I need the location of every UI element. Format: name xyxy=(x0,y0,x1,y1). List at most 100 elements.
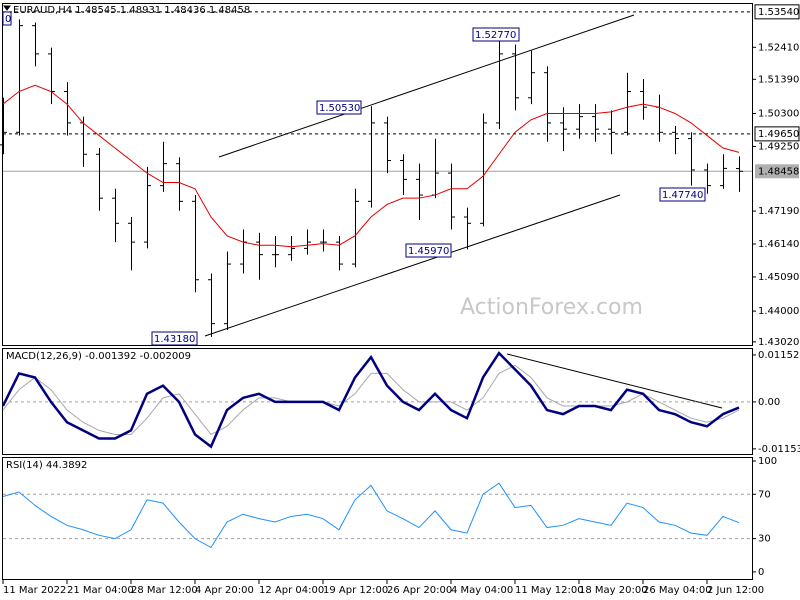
y-tick-label: 1.43020 xyxy=(758,337,799,348)
annotation: 1.43180 xyxy=(154,334,195,345)
annotation: 1.52770 xyxy=(475,30,516,41)
ohlc-bar xyxy=(400,154,407,196)
annotation: 0 xyxy=(5,14,11,25)
indicator-line xyxy=(2,482,740,549)
ohlc-bar xyxy=(736,156,743,192)
frame xyxy=(2,3,753,580)
y-tick-label: -0.011537 xyxy=(758,444,800,455)
y-tick-label: 1.44000 xyxy=(758,306,799,317)
x-tick-label: 26 Apr 20:00 xyxy=(387,585,452,596)
annotation: 1.45970 xyxy=(408,246,449,257)
y-tick-label: 0.00 xyxy=(758,397,780,408)
price-title: EURAUD,H4 1.48545 1.48931 1.48436 1.4845… xyxy=(13,5,250,16)
moving-average xyxy=(2,84,740,248)
ohlc-bar xyxy=(192,195,199,293)
ohlc-bar xyxy=(384,116,391,174)
ohlc-bar xyxy=(512,44,519,111)
y-tick-label: 0 xyxy=(758,567,764,578)
ohlc-bar xyxy=(160,141,167,192)
ohlc-bar xyxy=(208,273,215,337)
ohlc-bar xyxy=(704,163,711,194)
level-label-box xyxy=(754,4,800,20)
ohlc-bar xyxy=(336,235,343,271)
ohlc-bar xyxy=(112,188,119,243)
ohlc-bar xyxy=(368,106,375,208)
ohlc-bar xyxy=(288,235,295,261)
y-tick-label: 1.50300 xyxy=(758,108,799,119)
y-tick-label: 100 xyxy=(758,456,777,467)
ohlc-bar xyxy=(0,97,7,155)
channel-upper xyxy=(218,14,635,158)
x-tick-label: 12 Apr 04:00 xyxy=(259,585,324,596)
plot: 1.52410 1.51390 1.50300 1.49250 1.47190 1.461… xyxy=(0,4,800,596)
rsi-title: RSI(14) 44.3892 xyxy=(6,460,87,471)
annotation: 1.50530 xyxy=(319,103,360,114)
ohlc-bar xyxy=(496,35,503,130)
x-tick-label: 19 Apr 12:00 xyxy=(323,585,388,596)
y-tick-label: 30 xyxy=(758,534,771,545)
annotation-box xyxy=(151,331,198,346)
x-tick-label: 11 May 12:00 xyxy=(515,585,584,596)
x-tick-label: 26 May 04:00 xyxy=(643,585,712,596)
x-tick-label: 4 Apr 20:00 xyxy=(195,585,254,596)
ohlc-bar xyxy=(256,232,263,280)
macd-trendline xyxy=(506,353,723,409)
ohlc-bar xyxy=(96,147,103,211)
ohlc-bar xyxy=(304,229,311,255)
ohlc-bar xyxy=(416,163,423,221)
x-tick-label: 11 Mar 2022 xyxy=(3,585,66,596)
y-tick-label: 1.49250 xyxy=(758,141,799,152)
y-tick-label: 1.52410 xyxy=(758,42,799,53)
annotation-box xyxy=(472,27,520,42)
ohlc-bar xyxy=(448,163,455,230)
macd-title: MACD(12,26,9) -0.001392 -0.002009 xyxy=(6,351,191,362)
ohlc-bar xyxy=(576,104,583,139)
y-tick-label: 70 xyxy=(758,489,771,500)
annotation-box xyxy=(405,243,452,258)
y-tick-label: 1.45090 xyxy=(758,272,799,283)
ohlc-bar xyxy=(48,47,55,105)
indicator-line xyxy=(1,351,740,449)
watermark: ActionForex.com xyxy=(460,295,643,320)
ohlc-bar xyxy=(480,113,487,227)
current-price-box xyxy=(755,164,799,179)
ohlc-bar xyxy=(128,217,135,271)
level-label: 1.49650 xyxy=(758,129,799,140)
x-tick-label: 28 Mar 12:00 xyxy=(131,585,198,596)
annotation: 1.47740 xyxy=(662,190,703,201)
ohlc-bar xyxy=(592,104,599,142)
ohlc-bar xyxy=(64,82,71,136)
ohlc-bar xyxy=(144,166,151,249)
y-tick-label: 0.011524 xyxy=(758,350,800,361)
annotation-box xyxy=(2,11,12,26)
ohlc-bar xyxy=(544,66,551,142)
y-tick-label: 1.47190 xyxy=(758,206,799,217)
x-tick-label: 18 May 20:00 xyxy=(579,585,648,596)
ohlc-bar xyxy=(224,251,231,330)
ohlc-bar xyxy=(688,132,695,186)
price-panel-border xyxy=(2,3,753,346)
y-tick-label: 1.51390 xyxy=(758,74,799,85)
rsi-panel-border xyxy=(2,457,753,580)
ohlc-bar xyxy=(272,235,279,268)
ohlc-bar xyxy=(176,157,183,211)
ohlc-bar xyxy=(320,229,327,252)
current-price-label: 1.48458 xyxy=(758,166,799,177)
ohlc-bar xyxy=(720,154,727,189)
ohlc-bar xyxy=(352,188,359,268)
channel-lower xyxy=(204,194,621,337)
ohlc-bar xyxy=(528,50,535,105)
ohlc-bar xyxy=(640,78,647,120)
ohlc-bar xyxy=(608,110,615,155)
annotation-box xyxy=(316,100,362,115)
ohlc-bar xyxy=(624,72,631,136)
ohlc-bar xyxy=(464,207,471,250)
level-label: 1.53540 xyxy=(758,7,799,18)
ohlc-bar xyxy=(672,126,679,155)
ohlc-bar xyxy=(32,22,39,67)
y-tick-label: 1.46140 xyxy=(758,239,799,250)
x-tick-label: 21 Mar 04:00 xyxy=(67,585,134,596)
x-tick-label: 2 Jun 12:00 xyxy=(707,585,764,596)
